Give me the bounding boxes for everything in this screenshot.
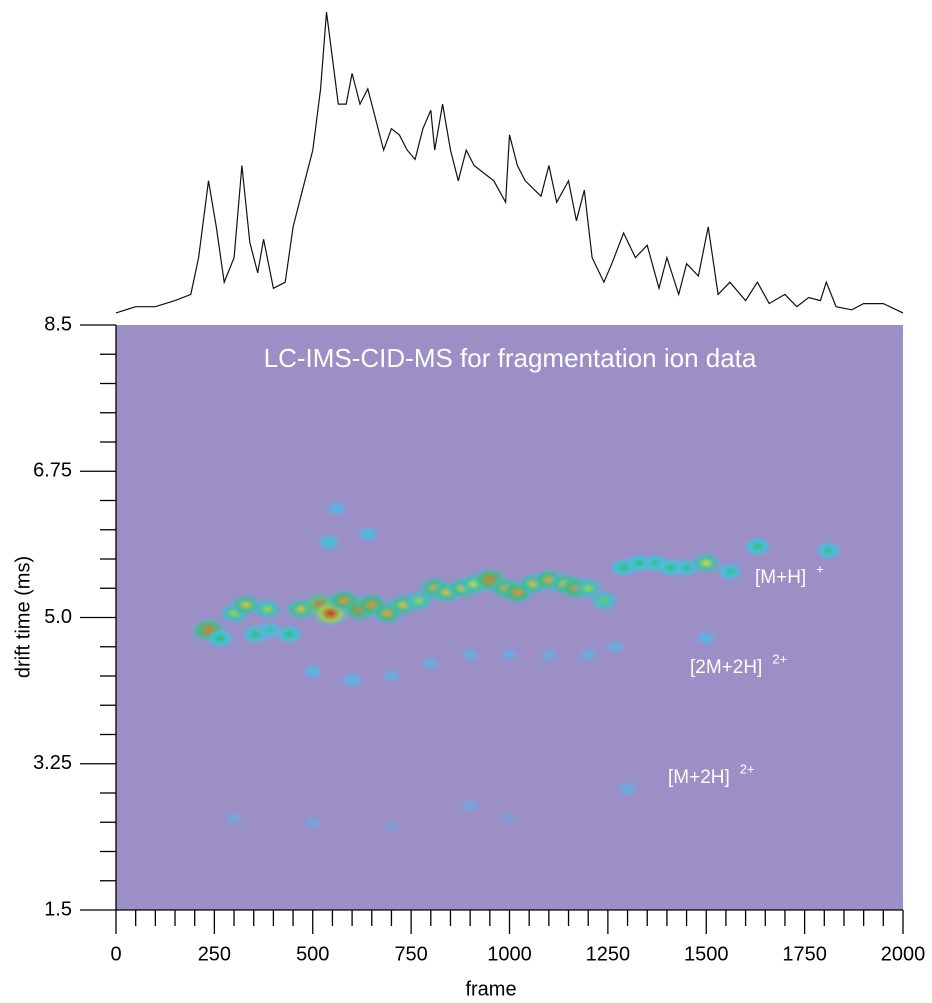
x-tick-label: 750 [394, 943, 427, 965]
y-axis-label: drift time (ms) [12, 556, 34, 678]
heatmap-blob [588, 589, 620, 612]
heatmap-blob [339, 671, 365, 689]
x-axis-label: frame [465, 978, 516, 1000]
x-tick-label: 1000 [487, 943, 532, 965]
annotation: [M+H] [755, 567, 806, 588]
heatmap-blob [323, 500, 349, 518]
heatmap-blob [576, 646, 601, 664]
heatmap-blob [379, 667, 404, 685]
x-tick-label: 1750 [782, 943, 827, 965]
heatmap [189, 500, 843, 835]
heatmap-blob [497, 646, 522, 664]
y-tick-label: 6.75 [33, 460, 72, 482]
annotation-superscript: 2+ [772, 651, 787, 666]
heatmap-blob [458, 797, 482, 814]
annotation: [M+2H] [668, 767, 730, 788]
heatmap-blob [603, 638, 628, 656]
heatmap-blob [418, 655, 443, 672]
heatmap-blob [458, 646, 483, 664]
heatmap-blob [251, 597, 284, 621]
annotation-superscript: + [816, 561, 824, 576]
x-tick-label: 250 [198, 943, 231, 965]
heatmap-blob [615, 780, 640, 798]
x-tick-label: 0 [110, 943, 121, 965]
x-tick-label: 2000 [881, 943, 926, 965]
heatmap-blob [300, 663, 326, 681]
x-tick-label: 1250 [586, 943, 631, 965]
y-tick-label: 3.25 [33, 752, 72, 774]
x-tick-label: 500 [296, 943, 329, 965]
annotation-superscript: 2+ [740, 761, 755, 776]
heatmap-blob [715, 561, 745, 582]
y-tick-label: 5.0 [44, 606, 72, 628]
heatmap-blob [693, 629, 719, 648]
heatmap-blob [498, 810, 521, 826]
heatmap-blob [380, 818, 403, 835]
heatmap-blob [274, 623, 305, 645]
heatmap-blob [314, 532, 342, 552]
heatmap-blob [222, 810, 246, 827]
x-tick-label: 1500 [684, 943, 729, 965]
heatmap-blob [301, 814, 325, 831]
heatmap-blob [205, 627, 236, 649]
heatmap-blob [354, 524, 381, 544]
heatmap-blob [813, 540, 843, 561]
annotation: [2M+2H] [690, 657, 762, 678]
heatmap-blob [742, 535, 773, 557]
chart-title: LC-IMS-CID-MS for fragmentation ion data [264, 343, 757, 373]
heatmap-blob [689, 551, 723, 575]
tic-trace [115, 11, 904, 314]
heatmap-blob [537, 646, 561, 664]
y-tick-label: 8.5 [44, 313, 72, 335]
y-tick-label: 1.5 [44, 898, 72, 920]
